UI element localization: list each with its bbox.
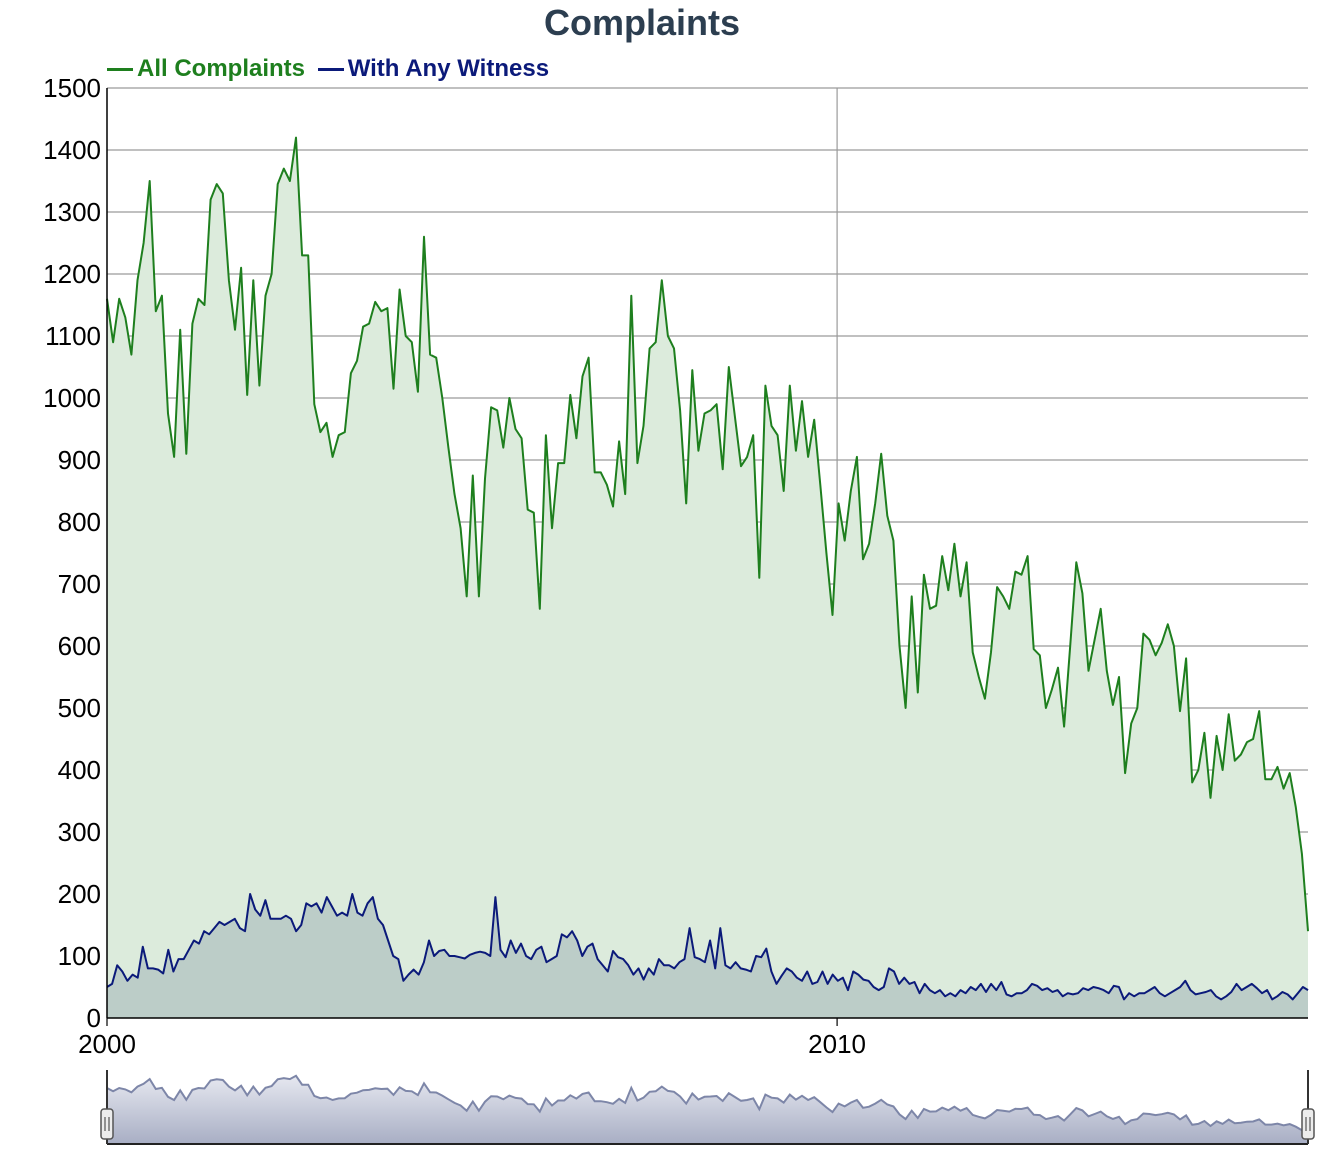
legend-item-all-complaints[interactable]: All Complaints bbox=[107, 55, 305, 83]
legend-swatch-with-any-witness bbox=[317, 68, 344, 72]
y-tick-label: 300 bbox=[58, 817, 101, 847]
series-layer bbox=[106, 136, 1309, 1019]
y-tick-label: 600 bbox=[58, 631, 101, 661]
navigator-handle-left[interactable] bbox=[100, 1108, 114, 1140]
y-tick-label: 1200 bbox=[43, 259, 101, 289]
y-tick-label: 100 bbox=[58, 941, 101, 971]
y-tick-label: 1000 bbox=[43, 383, 101, 413]
y-tick-label: 1100 bbox=[45, 321, 101, 351]
y-tick-label: 900 bbox=[58, 445, 101, 475]
y-tick-label: 1500 bbox=[43, 73, 101, 103]
navigator-line bbox=[106, 1074, 1309, 1137]
legend-label-with-any-witness: With Any Witness bbox=[347, 55, 550, 82]
legend-label-all-complaints: All Complaints bbox=[137, 55, 306, 82]
navigator-handle-right[interactable] bbox=[1301, 1108, 1315, 1140]
navigator-area bbox=[107, 1075, 1308, 1144]
x-tick-label: 2000 bbox=[78, 1029, 136, 1059]
series-area-with-any-witness bbox=[107, 894, 1308, 1018]
series-area-all-complaints bbox=[107, 137, 1308, 1019]
y-tick-label: 700 bbox=[58, 569, 101, 599]
y-tick-label: 800 bbox=[58, 507, 101, 537]
y-tick-label: 1300 bbox=[43, 197, 101, 227]
y-tick-label: 1400 bbox=[43, 135, 101, 165]
y-tick-label: 0 bbox=[87, 1003, 101, 1033]
navigator[interactable] bbox=[100, 1070, 1315, 1145]
legend-swatch-all-complaints bbox=[107, 68, 133, 72]
series-line-all-complaints[interactable] bbox=[106, 136, 1309, 932]
axes: 0 100 200 300 400 500 600 700 800 900 1000 1100 1200… bbox=[43, 73, 1308, 1059]
y-tick-label: 400 bbox=[58, 755, 101, 785]
chart-title: Complaints bbox=[543, 2, 740, 43]
y-tick-label: 200 bbox=[58, 879, 101, 909]
y-tick-label: 500 bbox=[58, 693, 101, 723]
series-line-with-any-witness[interactable] bbox=[106, 893, 1309, 1001]
x-tick-label: 2010 bbox=[808, 1029, 866, 1059]
legend: All Complaints With Any Witness bbox=[107, 55, 555, 83]
legend-item-with-any-witness[interactable]: With Any Witness bbox=[317, 55, 550, 83]
